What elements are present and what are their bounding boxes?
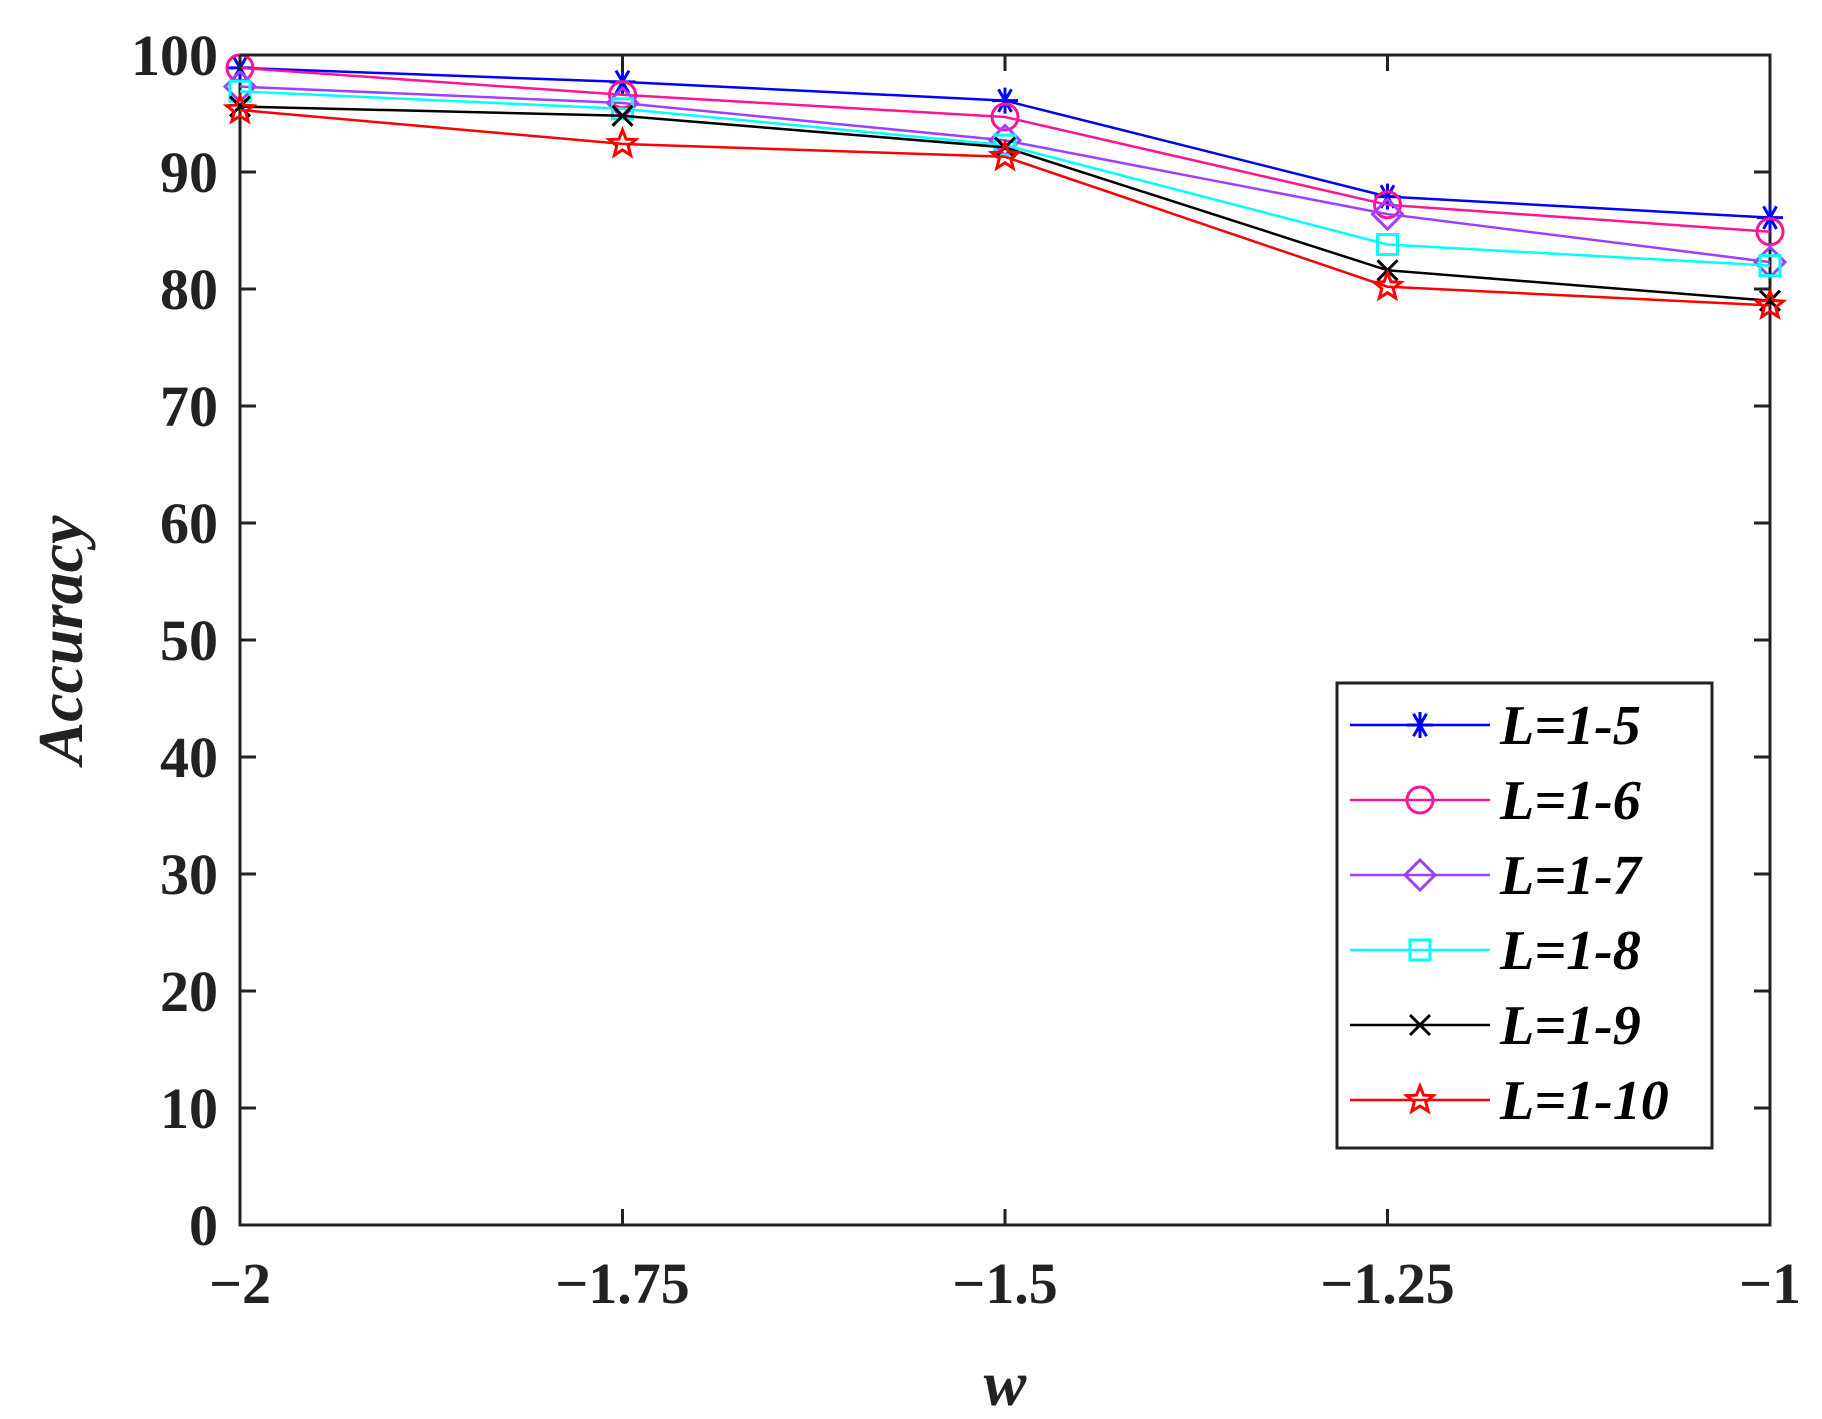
series-L=1-9 [228,95,1782,312]
series-L=1-10 [222,91,1788,321]
y-tick-label: 70 [160,374,218,439]
data-point [222,91,258,125]
legend-box [1335,681,1714,1150]
data-point [993,133,1017,157]
legend-label: L=1-6 [1499,770,1641,832]
data-point [605,125,640,159]
y-tick-label: 30 [160,842,218,907]
legend-item: L=1-6 [1350,770,1641,832]
data-point [1755,217,1785,247]
legend-label: L=1-10 [1499,1070,1669,1132]
y-tick-label: 100 [131,23,218,88]
x-tick-label: −1.5 [952,1251,1058,1316]
series-layer [222,53,1788,321]
data-point [987,138,1023,172]
legend-item: L=1-10 [1350,1070,1669,1132]
series-line [239,108,1771,307]
y-tick-label: 80 [160,257,218,322]
data-point [990,102,1020,132]
data-point [992,87,1018,114]
legend-label: L=1-7 [1499,845,1643,907]
x-tick-label: −1 [1739,1251,1801,1316]
x-tick-label: −1.75 [555,1251,690,1316]
legend-marker [1407,712,1433,738]
data-point [1758,254,1782,278]
legend-item: L=1-5 [1350,695,1641,757]
x-axis-label: w [984,1348,1027,1419]
y-tick-label: 0 [189,1193,218,1258]
x-tick-label: −1.25 [1320,1251,1455,1316]
legend-marker [1402,857,1438,893]
data-point [1370,196,1405,232]
y-tick-label: 50 [160,608,218,673]
legend-label: L=1-8 [1499,920,1641,982]
data-point [611,97,634,121]
data-point [1752,287,1788,321]
legend-label: L=1-5 [1499,695,1641,757]
data-point [1373,190,1402,220]
legend-item: L=1-8 [1350,920,1641,982]
data-point [228,79,252,103]
legend-marker [1402,1081,1438,1115]
y-tick-label: 90 [160,140,218,205]
legend-marker [1405,785,1435,815]
y-tick-label: 10 [160,1076,218,1141]
y-tick-label: 20 [160,959,218,1024]
series-line [239,66,1771,233]
data-point [1370,268,1405,302]
legend-marker [1408,938,1432,962]
x-tick-label: −2 [209,1251,271,1316]
y-tick-label: 40 [160,725,218,790]
legend-marker [1408,1013,1432,1037]
legend-item: L=1-7 [1350,845,1643,907]
data-point [611,104,634,127]
tick-layer: −2 −1.75 −1.5 −1.25 −1 0 10 20 30 40 50 60 70 80 90 100 [131,23,1801,1316]
data-point [993,136,1017,159]
legend-item: L=1-9 [1350,995,1641,1057]
y-tick-label: 60 [160,491,218,556]
legend: L=1-5 L=1-6 L=1-7 L=1-8 L=1-9 L=1-10 [1335,681,1714,1150]
data-point [1376,233,1399,257]
legend-label: L=1-9 [1499,995,1641,1057]
y-axis-label: Accuracy [25,515,96,768]
